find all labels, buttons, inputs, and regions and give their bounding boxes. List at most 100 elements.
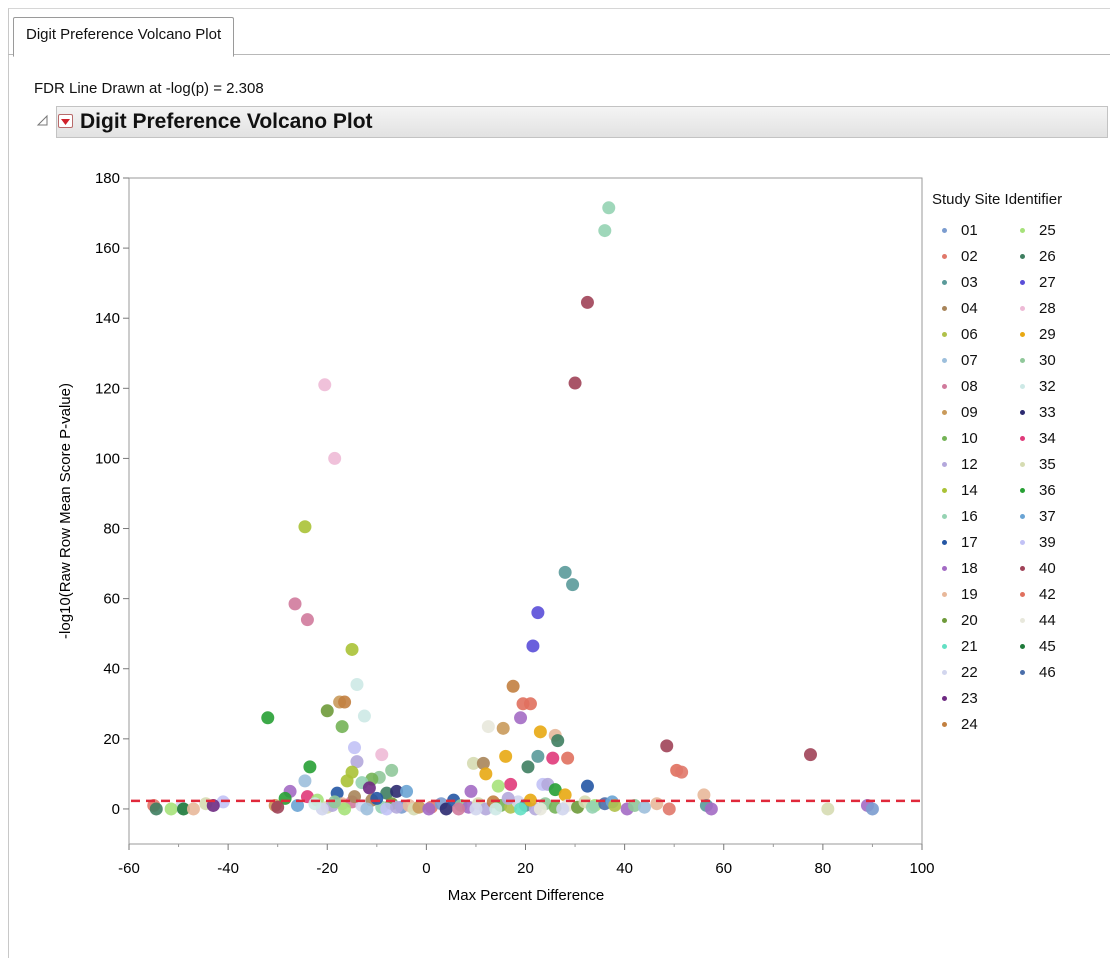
legend-item-01[interactable]: 01 bbox=[942, 220, 978, 242]
data-point-site-19[interactable] bbox=[697, 788, 711, 802]
data-point-site-29[interactable] bbox=[499, 749, 513, 763]
data-point-site-22[interactable] bbox=[556, 802, 570, 816]
data-point-site-10[interactable] bbox=[335, 720, 349, 734]
legend-item-26[interactable]: 26 bbox=[1020, 246, 1056, 268]
legend-item-45[interactable]: 45 bbox=[1020, 636, 1056, 658]
legend-item-40[interactable]: 40 bbox=[1020, 558, 1056, 580]
data-point-site-21[interactable] bbox=[514, 802, 528, 816]
data-point-site-39[interactable] bbox=[380, 802, 394, 816]
data-point-site-34[interactable] bbox=[504, 777, 518, 791]
data-point-site-42[interactable] bbox=[523, 697, 537, 711]
data-point-site-16[interactable] bbox=[598, 224, 612, 238]
data-point-site-09[interactable] bbox=[412, 800, 426, 814]
legend-item-03[interactable]: 03 bbox=[942, 272, 978, 294]
tab-digit-preference-volcano-plot[interactable]: Digit Preference Volcano Plot bbox=[13, 17, 235, 57]
data-point-site-40[interactable] bbox=[580, 295, 594, 309]
legend-item-23[interactable]: 23 bbox=[942, 688, 978, 710]
legend-item-33[interactable]: 33 bbox=[1020, 402, 1056, 424]
legend-item-09[interactable]: 09 bbox=[942, 402, 978, 424]
legend-item-44[interactable]: 44 bbox=[1020, 610, 1056, 632]
data-point-site-26[interactable] bbox=[149, 802, 163, 816]
data-point-site-25[interactable] bbox=[338, 802, 352, 816]
data-point-site-36[interactable] bbox=[261, 711, 275, 725]
data-point-site-19[interactable] bbox=[186, 802, 200, 816]
legend-item-17[interactable]: 17 bbox=[942, 532, 978, 554]
data-point-site-25[interactable] bbox=[491, 779, 505, 793]
data-point-site-02[interactable] bbox=[662, 802, 676, 816]
data-point-site-18[interactable] bbox=[514, 711, 528, 725]
data-point-site-29[interactable] bbox=[523, 793, 537, 807]
data-point-site-45[interactable] bbox=[177, 802, 191, 816]
data-point-site-29[interactable] bbox=[479, 767, 493, 781]
data-point-site-26[interactable] bbox=[380, 786, 394, 800]
data-point-site-18[interactable] bbox=[464, 784, 478, 798]
data-point-site-29[interactable] bbox=[533, 725, 547, 739]
legend-item-28[interactable]: 28 bbox=[1020, 298, 1056, 320]
data-point-site-37[interactable] bbox=[400, 784, 414, 798]
legend-item-22[interactable]: 22 bbox=[942, 662, 978, 684]
data-point-site-44[interactable] bbox=[533, 802, 547, 816]
data-point-site-06[interactable] bbox=[608, 798, 622, 812]
legend-item-20[interactable]: 20 bbox=[942, 610, 978, 632]
data-point-site-30[interactable] bbox=[628, 798, 642, 812]
data-point-site-20[interactable] bbox=[320, 704, 334, 718]
legend-item-29[interactable]: 29 bbox=[1020, 324, 1056, 346]
data-point-site-26[interactable] bbox=[521, 760, 535, 774]
data-point-site-27[interactable] bbox=[526, 639, 540, 653]
data-point-site-22[interactable] bbox=[469, 802, 483, 816]
data-point-site-29[interactable] bbox=[558, 788, 572, 802]
data-point-site-40[interactable] bbox=[568, 376, 582, 390]
data-point-site-30[interactable] bbox=[385, 763, 399, 777]
data-point-site-33[interactable] bbox=[390, 784, 404, 798]
data-point-site-16[interactable] bbox=[585, 800, 599, 814]
legend-item-42[interactable]: 42 bbox=[1020, 584, 1056, 606]
data-point-site-40[interactable] bbox=[660, 739, 674, 753]
data-point-site-12[interactable] bbox=[501, 791, 515, 805]
data-point-site-34[interactable] bbox=[546, 751, 560, 765]
data-point-site-07[interactable] bbox=[298, 774, 312, 788]
legend-item-39[interactable]: 39 bbox=[1020, 532, 1056, 554]
data-point-site-12[interactable] bbox=[390, 800, 404, 814]
data-point-site-42[interactable] bbox=[561, 751, 575, 765]
data-point-site-03[interactable] bbox=[531, 749, 545, 763]
legend-item-24[interactable]: 24 bbox=[942, 714, 978, 736]
data-point-site-27[interactable] bbox=[531, 606, 545, 620]
legend-item-14[interactable]: 14 bbox=[942, 480, 978, 502]
legend-item-02[interactable]: 02 bbox=[942, 246, 978, 268]
data-point-site-39[interactable] bbox=[348, 741, 362, 755]
data-point-site-26[interactable] bbox=[551, 734, 565, 748]
data-point-site-18[interactable] bbox=[422, 802, 436, 816]
data-point-site-03[interactable] bbox=[558, 565, 572, 579]
legend-item-37[interactable]: 37 bbox=[1020, 506, 1056, 528]
data-point-site-40[interactable] bbox=[803, 748, 817, 762]
disclosure-triangle-icon[interactable] bbox=[36, 114, 50, 128]
data-point-site-32[interactable] bbox=[357, 709, 371, 723]
data-point-site-25[interactable] bbox=[164, 802, 178, 816]
data-point-site-08[interactable] bbox=[288, 597, 302, 611]
data-point-site-14[interactable] bbox=[340, 774, 354, 788]
data-point-site-09[interactable] bbox=[496, 721, 510, 735]
legend-item-35[interactable]: 35 bbox=[1020, 454, 1056, 476]
data-point-site-12[interactable] bbox=[350, 755, 364, 769]
data-point-site-33[interactable] bbox=[439, 802, 453, 816]
data-point-site-32[interactable] bbox=[350, 678, 364, 692]
legend-item-21[interactable]: 21 bbox=[942, 636, 978, 658]
legend-item-36[interactable]: 36 bbox=[1020, 480, 1056, 502]
data-point-site-14[interactable] bbox=[298, 520, 312, 534]
legend-item-34[interactable]: 34 bbox=[1020, 428, 1056, 450]
legend-item-10[interactable]: 10 bbox=[942, 428, 978, 450]
legend-item-46[interactable]: 46 bbox=[1020, 662, 1056, 684]
data-point-site-36[interactable] bbox=[303, 760, 317, 774]
data-point-site-28[interactable] bbox=[375, 748, 389, 762]
data-point-site-08[interactable] bbox=[300, 613, 314, 627]
legend-item-18[interactable]: 18 bbox=[942, 558, 978, 580]
legend-item-08[interactable]: 08 bbox=[942, 376, 978, 398]
legend-item-25[interactable]: 25 bbox=[1020, 220, 1056, 242]
legend-item-32[interactable]: 32 bbox=[1020, 376, 1056, 398]
data-point-site-17[interactable] bbox=[370, 791, 384, 805]
data-point-site-35[interactable] bbox=[821, 802, 835, 816]
legend-item-16[interactable]: 16 bbox=[942, 506, 978, 528]
data-point-site-23[interactable] bbox=[206, 798, 220, 812]
legend-item-19[interactable]: 19 bbox=[942, 584, 978, 606]
data-point-site-32[interactable] bbox=[308, 797, 322, 811]
